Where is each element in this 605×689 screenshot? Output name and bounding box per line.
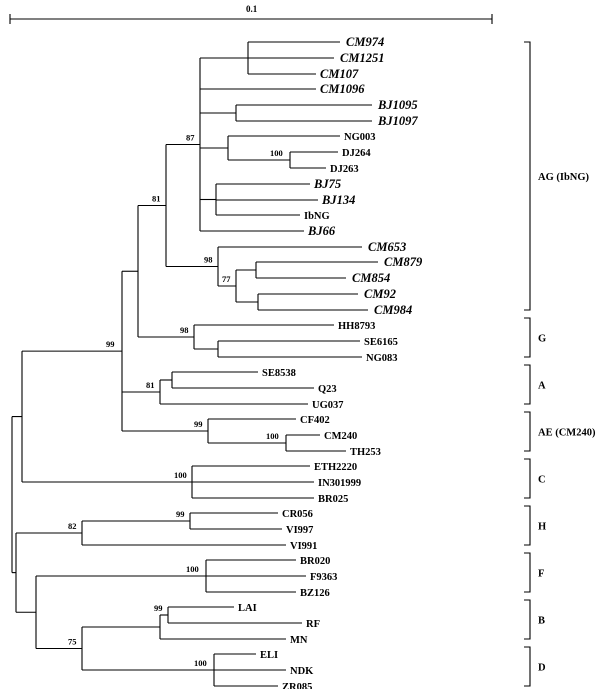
taxon-label: SE8538: [262, 368, 296, 379]
bootstrap-value: 98: [180, 325, 189, 335]
taxon-label: BR025: [318, 494, 348, 505]
taxon-label: CM240: [324, 431, 357, 442]
subtype-bracket: [524, 41, 531, 311]
bootstrap-value: 75: [68, 637, 77, 647]
subtype-bracket: [524, 317, 531, 358]
taxon-label: VI991: [290, 541, 317, 552]
subtype-bracket: [524, 552, 531, 593]
subtype-brackets: AG (IbNG) G A AE (CM240) C H F B D: [524, 41, 596, 687]
bootstrap-value: 98: [204, 255, 213, 265]
subtype-bracket: [524, 364, 531, 405]
bootstrap-value: 81: [146, 380, 155, 390]
taxon-label: NG083: [366, 353, 398, 364]
bootstrap-value: 100: [270, 148, 283, 158]
subtype-label: H: [538, 522, 546, 533]
subtype-label: AE (CM240): [538, 428, 596, 439]
bootstrap-value: 99: [106, 339, 115, 349]
subtype-label: AG (IbNG): [538, 172, 590, 183]
bootstrap-value: 100: [194, 658, 207, 668]
bootstrap-value: 99: [154, 603, 163, 613]
taxon-label: CR056: [282, 509, 313, 520]
taxon-label: BJ66: [307, 224, 336, 238]
taxon-label: SE6165: [364, 337, 398, 348]
taxon-label: CM974: [346, 35, 384, 49]
subtype-label: B: [538, 616, 545, 627]
bootstrap-value: 82: [68, 521, 77, 531]
subtype-bracket: [524, 599, 531, 640]
tree-branches: [11, 41, 378, 687]
taxon-label: VI997: [286, 525, 313, 536]
bootstrap-value: 99: [176, 509, 185, 519]
subtype-label: G: [538, 334, 546, 345]
bootstrap-value: 99: [194, 419, 203, 429]
subtype-bracket: [524, 411, 531, 452]
taxon-label: BJ75: [313, 177, 341, 191]
bootstrap-value: 77: [222, 274, 231, 284]
bootstrap-value: 87: [186, 133, 195, 143]
taxon-label: NDK: [290, 666, 314, 677]
taxon-label: BJ134: [321, 193, 355, 207]
taxon-label: CM92: [364, 287, 396, 301]
subtype-label: A: [538, 381, 546, 392]
taxon-label: ELI: [260, 650, 278, 661]
subtype-bracket: [524, 458, 531, 499]
taxon-label: BR020: [300, 556, 330, 567]
taxon-label: IN301999: [318, 478, 361, 489]
taxon-label: UG037: [312, 400, 344, 411]
bootstrap-value: 100: [186, 564, 199, 574]
bootstrap-value: 81: [152, 194, 161, 204]
taxon-label: CM1096: [320, 82, 365, 96]
taxon-label: CF402: [300, 415, 330, 426]
taxon-label: BJ1097: [377, 114, 418, 128]
taxon-label: CM653: [368, 240, 406, 254]
subtype-label: D: [538, 663, 546, 674]
taxon-label: CM107: [320, 67, 359, 81]
taxon-label: RF: [306, 619, 320, 630]
taxon-label: NG003: [344, 132, 376, 143]
taxon-label: HH8793: [338, 321, 375, 332]
taxon-label: IbNG: [304, 211, 330, 222]
taxon-label: CM854: [352, 271, 390, 285]
taxon-label: DJ264: [342, 148, 371, 159]
taxon-label: LAI: [238, 603, 257, 614]
scale-bar: 0.1: [9, 4, 493, 24]
subtype-bracket: [524, 646, 531, 687]
taxon-label: CM879: [384, 255, 423, 269]
taxon-label: CM984: [374, 303, 412, 317]
taxon-label: Q23: [318, 384, 337, 395]
taxon-label: ETH2220: [314, 462, 357, 473]
subtype-bracket: [524, 505, 531, 546]
taxon-label: TH253: [350, 447, 381, 458]
taxon-label: ZR085: [282, 682, 312, 689]
subtype-label: F: [538, 569, 544, 580]
subtype-label: C: [538, 475, 546, 486]
bootstrap-value: 100: [174, 470, 187, 480]
taxon-label: BJ1095: [377, 98, 418, 112]
taxon-label: MN: [290, 635, 308, 646]
taxon-label: CM1251: [340, 51, 384, 65]
taxon-label: F9363: [310, 572, 337, 583]
bootstrap-value: 100: [266, 431, 279, 441]
taxon-label: BZ126: [300, 588, 330, 599]
taxon-label: DJ263: [330, 164, 359, 175]
bootstrap-values: 100 87 77 98 81 98 81 100 99 99 100 99 82 100 99 100 75: [68, 133, 283, 669]
scale-bar-label: 0.1: [246, 4, 258, 14]
